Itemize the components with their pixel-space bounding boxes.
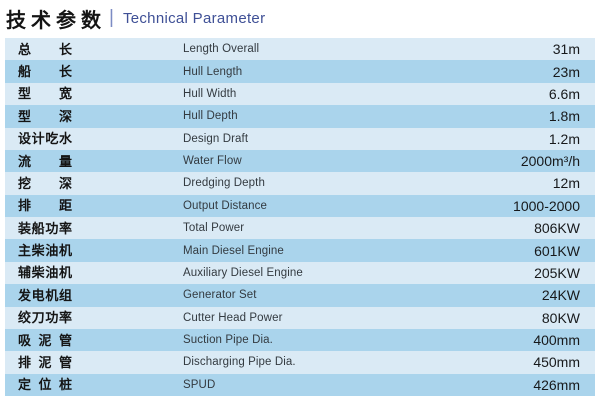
table-row: 总长 Length Overall 31m — [5, 38, 595, 61]
param-name-english: Length Overall — [183, 43, 260, 56]
param-name-english: Water Flow — [183, 155, 242, 168]
param-name-chinese: 主柴油机 — [18, 243, 72, 259]
param-name-english: Dredging Depth — [183, 177, 265, 190]
param-value: 1.8m — [548, 108, 580, 125]
param-name-chinese: 发电机组 — [18, 287, 72, 303]
param-value: 2000m³/h — [520, 153, 580, 170]
table-row: 型宽 Hull Width 6.6m — [5, 82, 595, 106]
param-name-english: Auxiliary Diesel Engine — [183, 266, 303, 279]
param-name-chinese: 总长 — [18, 41, 72, 57]
section-title-chinese: 技术参数 — [6, 9, 106, 32]
table-row: 船长 Hull Length 23m — [5, 60, 595, 83]
param-name-chinese: 装船功率 — [18, 220, 72, 236]
param-name-chinese: 吸泥管 — [18, 332, 72, 348]
param-name-chinese: 定位桩 — [18, 377, 72, 393]
table-row: 装船功率 Total Power 806KW — [5, 217, 595, 240]
param-name-chinese: 排距 — [18, 198, 72, 214]
param-value: 426mm — [533, 376, 580, 393]
param-value: 6.6m — [548, 85, 580, 102]
table-row: 辅柴油机 Auxiliary Diesel Engine 205KW — [5, 261, 595, 285]
table-row: 定位桩 SPUD 426mm — [5, 373, 595, 396]
param-name-english: Suction Pipe Dia. — [183, 334, 273, 347]
param-value: 23m — [552, 63, 580, 80]
param-name-english: Discharging Pipe Dia. — [183, 356, 296, 369]
param-name-chinese: 挖深 — [18, 175, 72, 191]
table-row: 主柴油机 Main Diesel Engine 601KW — [5, 239, 595, 262]
technical-parameters-table: 总长 Length Overall 31m 船长 Hull Length 23m… — [5, 38, 595, 396]
param-value: 1.2m — [548, 130, 580, 147]
param-value: 12m — [552, 175, 580, 192]
param-name-chinese: 设计吃水 — [18, 131, 72, 147]
param-name-chinese: 排泥管 — [18, 354, 72, 370]
table-row: 流量 Water Flow 2000m³/h — [5, 149, 595, 173]
param-name-english: Hull Depth — [183, 110, 238, 123]
table-row: 挖深 Dredging Depth 12m — [5, 172, 595, 195]
param-name-english: SPUD — [183, 378, 216, 391]
section-header: 技术参数 | Technical Parameter — [0, 0, 600, 33]
param-name-chinese: 型宽 — [18, 86, 72, 102]
param-name-english: Total Power — [183, 222, 245, 235]
param-value: 80KW — [541, 309, 580, 326]
table-row: 绞刀功率 Cutter Head Power 80KW — [5, 306, 595, 329]
param-value: 24KW — [541, 287, 580, 304]
table-row: 排距 Output Distance 1000-2000 — [5, 194, 595, 217]
param-name-english: Generator Set — [183, 289, 257, 302]
table-row: 排泥管 Discharging Pipe Dia. 450mm — [5, 351, 595, 374]
param-name-chinese: 流量 — [18, 153, 72, 169]
title-separator: | — [109, 7, 114, 28]
param-name-english: Hull Width — [183, 87, 237, 100]
param-name-chinese: 型深 — [18, 108, 72, 124]
table-row: 设计吃水 Design Draft 1.2m — [5, 127, 595, 150]
param-value: 205KW — [534, 264, 580, 281]
param-value: 400mm — [533, 332, 580, 349]
param-name-english: Main Diesel Engine — [183, 244, 284, 257]
param-name-chinese: 船长 — [18, 64, 72, 80]
param-name-english: Cutter Head Power — [183, 311, 283, 324]
table-row: 吸泥管 Suction Pipe Dia. 400mm — [5, 328, 595, 352]
param-value: 806KW — [534, 220, 580, 237]
param-name-english: Output Distance — [183, 199, 267, 212]
table-row: 型深 Hull Depth 1.8m — [5, 105, 595, 128]
param-name-chinese: 绞刀功率 — [18, 310, 72, 326]
param-value: 601KW — [534, 242, 580, 259]
param-value: 450mm — [533, 354, 580, 371]
param-name-chinese: 辅柴油机 — [18, 265, 72, 281]
param-name-english: Hull Length — [183, 65, 243, 78]
param-value: 31m — [552, 41, 580, 58]
table-row: 发电机组 Generator Set 24KW — [5, 284, 595, 307]
param-value: 1000-2000 — [513, 197, 580, 214]
section-title-english: Technical Parameter — [122, 9, 266, 27]
param-name-english: Design Draft — [183, 132, 249, 145]
